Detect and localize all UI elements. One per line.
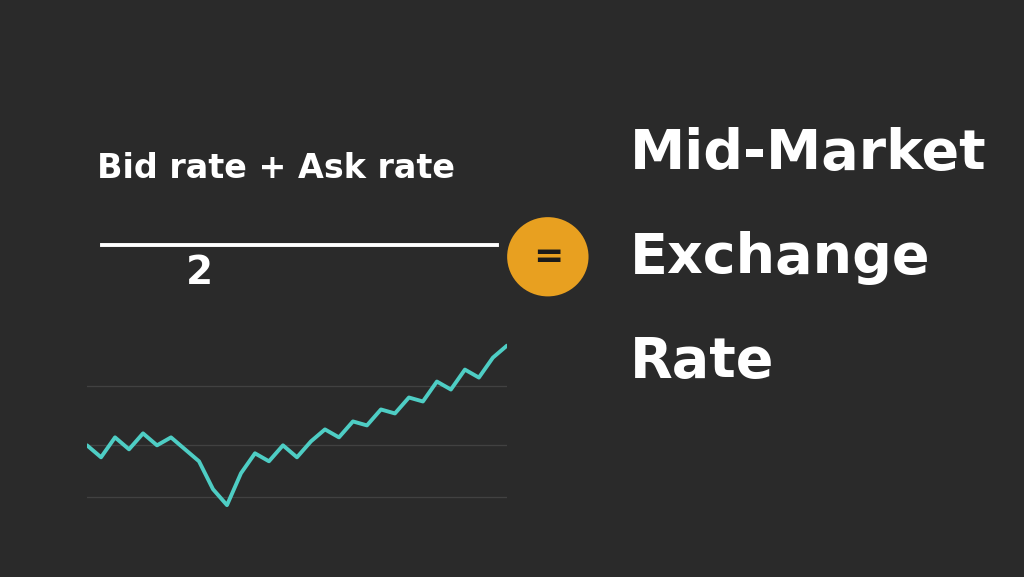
- Text: =: =: [532, 240, 563, 273]
- Text: Rate: Rate: [630, 335, 774, 389]
- Text: Mid-Market: Mid-Market: [630, 127, 986, 181]
- Text: Exchange: Exchange: [630, 231, 930, 285]
- Text: 2: 2: [186, 254, 213, 292]
- Text: Bid rate + Ask rate: Bid rate + Ask rate: [97, 152, 456, 185]
- Ellipse shape: [507, 217, 589, 297]
